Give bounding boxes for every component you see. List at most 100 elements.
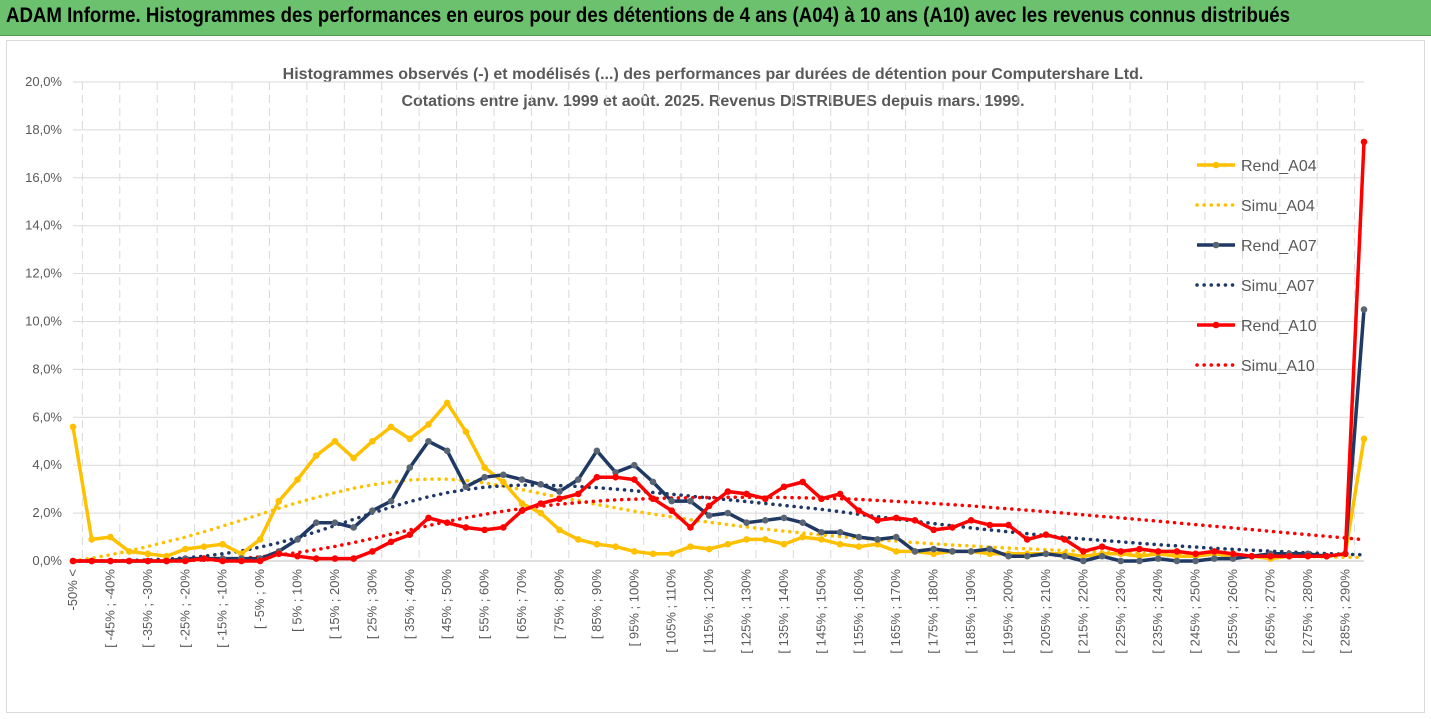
point-rend-a07 [986, 545, 994, 553]
x-tick-label: [ 225% ; 230% [1113, 569, 1128, 654]
point-rend-a07 [836, 528, 844, 536]
point-rend-a04 [649, 550, 657, 558]
point-rend-a10 [780, 483, 788, 491]
point-rend-a10 [761, 495, 769, 503]
x-tick-label: [ 275% ; 280% [1300, 569, 1315, 654]
point-rend-a04 [1173, 552, 1181, 560]
point-rend-a10 [350, 555, 357, 562]
point-rend-a04 [855, 543, 863, 550]
point-rend-a10 [125, 557, 133, 565]
point-rend-a04 [107, 533, 114, 541]
point-rend-a10 [556, 495, 563, 503]
point-rend-a07 [649, 478, 657, 486]
point-rend-a07 [799, 519, 806, 526]
x-tick-label: [ -5% ; 0% [252, 569, 267, 629]
point-rend-a04 [406, 435, 414, 443]
point-rend-a04 [350, 454, 357, 462]
point-rend-a10 [1192, 550, 1199, 558]
y-tick-label: 4,0% [32, 457, 62, 472]
point-rend-a10 [518, 507, 526, 515]
x-tick-label: [ 65% ; 70% [514, 569, 529, 640]
x-tick-label: [ 165% ; 170% [888, 569, 903, 654]
point-rend-a10 [1098, 543, 1106, 550]
point-rend-a10 [1117, 548, 1125, 555]
point-rend-a10 [1285, 552, 1293, 560]
point-rend-a07 [1211, 555, 1218, 562]
point-rend-a10 [874, 516, 881, 524]
point-rend-a07 [593, 447, 601, 455]
x-tick-label: [ -35% ; -30% [140, 569, 155, 648]
point-rend-a04 [836, 540, 844, 548]
x-tick-label: [ 45% ; 50% [439, 569, 454, 640]
x-tick-label: [ -25% ; -20% [177, 569, 192, 648]
point-rend-a04 [331, 437, 339, 445]
point-rend-a07 [668, 497, 676, 505]
point-rend-a07 [1005, 552, 1012, 560]
point-rend-a04 [818, 536, 825, 543]
point-rend-a07 [387, 497, 395, 505]
x-tick-label: -50% < [65, 569, 80, 611]
point-rend-a07 [331, 519, 339, 526]
point-rend-a10 [537, 500, 545, 507]
point-rend-a10 [107, 557, 114, 565]
point-rend-a10 [1005, 521, 1012, 529]
point-rend-a04 [687, 543, 694, 550]
point-rend-a07 [369, 507, 376, 515]
point-rend-a04 [69, 423, 77, 431]
point-rend-a10 [818, 495, 825, 503]
point-rend-a10 [1042, 531, 1050, 538]
point-rend-a04 [125, 548, 133, 555]
point-rend-a07 [911, 548, 919, 555]
point-rend-a10 [369, 548, 376, 555]
y-tick-label: 12,0% [25, 266, 62, 281]
legend-label-rend-a07: Rend_A07 [1241, 238, 1317, 255]
point-rend-a10 [219, 557, 226, 565]
point-rend-a07 [818, 528, 825, 536]
point-rend-a07 [425, 437, 432, 445]
legend-marker-rend-a07 [1212, 241, 1220, 249]
legend-label-rend-a04: Rend_A04 [1241, 158, 1317, 175]
point-rend-a07 [537, 481, 545, 488]
report-title: ADAM Informe. Histogrammes des performan… [6, 4, 1291, 27]
point-rend-a04 [668, 550, 676, 558]
x-tick-label: [ 35% ; 40% [402, 569, 417, 640]
x-tick-label: [ -45% ; -40% [102, 569, 117, 648]
point-rend-a07 [724, 509, 732, 517]
point-rend-a07 [1229, 555, 1237, 562]
point-rend-a07 [462, 483, 470, 491]
point-rend-a07 [406, 464, 414, 471]
series-line-simu-a07 [71, 483, 1366, 563]
point-rend-a10 [743, 490, 750, 498]
x-tick-label: [ 55% ; 60% [477, 569, 492, 640]
x-tick-label: [ 115% ; 120% [701, 569, 716, 653]
x-tick-label: [ -15% ; -10% [215, 569, 230, 648]
point-rend-a10 [612, 473, 619, 481]
point-rend-a07 [518, 476, 526, 483]
x-tick-label: [ 145% ; 150% [813, 569, 828, 654]
point-rend-a10 [1211, 548, 1218, 555]
chart-title: Histogrammes observés (-) et modélisés (… [283, 66, 1144, 83]
x-tick-label: [ 95% ; 100% [626, 569, 641, 647]
point-rend-a10 [1154, 548, 1162, 555]
point-rend-a10 [144, 557, 152, 565]
point-rend-a10 [181, 557, 189, 565]
series-line-rend-a10 [73, 141, 1366, 563]
point-rend-a10 [1304, 552, 1312, 560]
series-line-rend-a07 [73, 309, 1366, 563]
x-tick-label: [ 15% ; 20% [327, 569, 342, 640]
point-rend-a07 [1080, 557, 1087, 565]
y-tick-label: 6,0% [32, 409, 62, 424]
point-rend-a10 [799, 478, 806, 486]
point-rend-a07 [1117, 557, 1125, 565]
point-rend-a10 [574, 490, 582, 498]
point-rend-a04 [500, 478, 507, 486]
point-rend-a10 [275, 550, 283, 558]
point-rend-a04 [369, 437, 376, 445]
x-tick-label: [ 285% ; 290% [1337, 569, 1352, 654]
point-rend-a04 [612, 543, 619, 550]
point-rend-a10 [911, 516, 919, 524]
point-rend-a04 [892, 548, 900, 555]
point-rend-a10 [1323, 552, 1330, 560]
point-rend-a10 [256, 557, 264, 565]
point-rend-a07 [874, 536, 881, 543]
